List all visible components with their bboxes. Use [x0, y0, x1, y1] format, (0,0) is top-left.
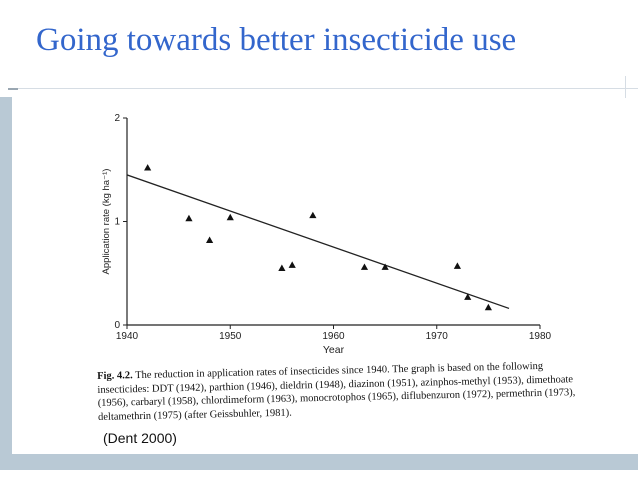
header-edge-mark — [625, 76, 626, 98]
data-point-triangle — [278, 264, 286, 271]
application-rate-chart: 1940 1950 1960 1970 1980 0 1 2 Year Application r… — [101, 113, 552, 356]
citation: (Dent 2000) — [103, 430, 177, 446]
data-point-triangle — [360, 263, 369, 270]
y-axis-title: Application rate (kg ha⁻¹) — [101, 169, 112, 275]
axis-labels: 1940 1950 1960 1970 1980 0 1 2 Year Application r… — [101, 113, 552, 356]
x-tick-label: 1940 — [116, 331, 139, 342]
data-point-triangle — [381, 263, 389, 270]
header-divider — [12, 88, 638, 89]
y-tick-label: 0 — [114, 320, 120, 331]
bottom-accent-bar — [0, 454, 638, 470]
x-tick-label: 1980 — [529, 331, 552, 342]
chart-axes — [123, 117, 541, 329]
data-point-triangle — [144, 164, 152, 171]
x-tick-label: 1950 — [219, 331, 242, 342]
data-point-triangle — [185, 214, 193, 222]
x-tick-label: 1960 — [322, 331, 345, 342]
slide-title: Going towards better insecticide use — [36, 22, 517, 58]
data-point-triangle — [206, 236, 214, 244]
corner-mark — [8, 88, 18, 90]
data-point-triangle — [453, 262, 461, 269]
y-tick-label: 1 — [114, 217, 120, 228]
trend-line — [126, 174, 510, 310]
left-accent-bar — [0, 97, 12, 467]
figure-caption-text: The reduction in application rates of in… — [97, 360, 576, 423]
data-point-triangle — [464, 293, 472, 300]
data-point-triangle — [309, 211, 317, 219]
figure-caption: Fig. 4.2. The reduction in application r… — [97, 359, 578, 424]
data-point-triangle — [226, 213, 234, 221]
scanned-figure: 1940 1950 1960 1970 1980 0 1 2 Year Application r… — [82, 100, 592, 450]
data-point-triangle — [288, 261, 296, 268]
data-points — [144, 164, 492, 311]
x-axis-title: Year — [323, 344, 345, 356]
x-tick-label: 1970 — [426, 331, 449, 342]
figure-caption-label: Fig. 4.2. — [97, 370, 133, 382]
y-tick-label: 2 — [114, 113, 120, 124]
data-point-triangle — [484, 303, 492, 311]
